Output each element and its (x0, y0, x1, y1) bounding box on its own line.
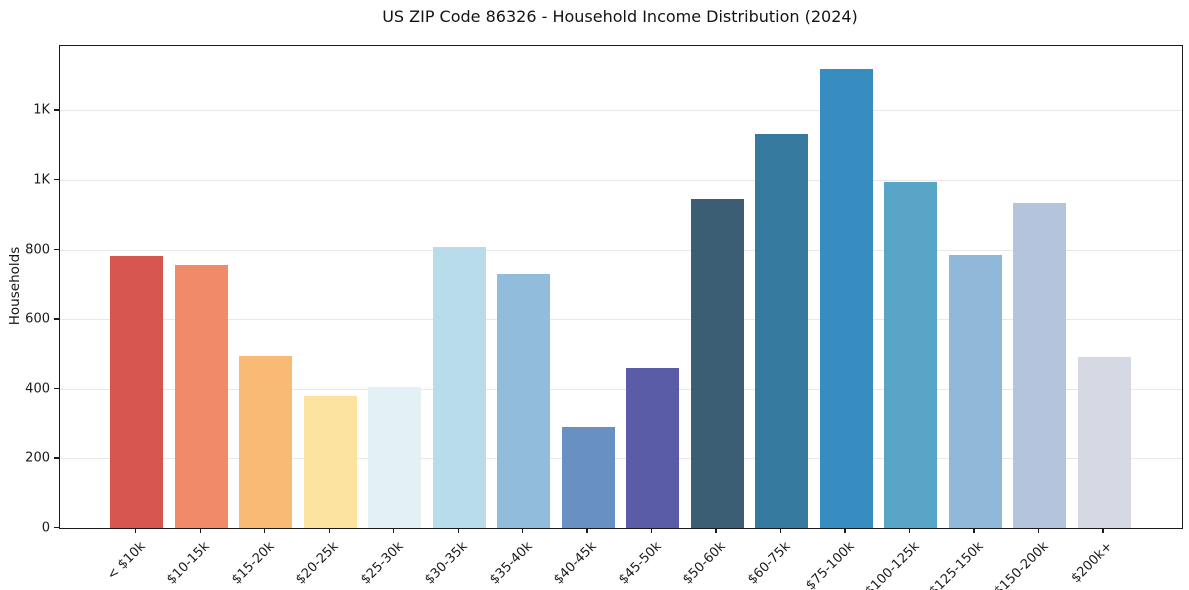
bar-< $10k (110, 255, 164, 528)
y-tick-mark-600 (54, 318, 59, 320)
bar-$25-30k (368, 386, 422, 528)
y-tick-label-400: 400 (25, 381, 50, 397)
gridline-600 (60, 319, 1182, 321)
bar-$15-20k (239, 356, 293, 528)
bar-$10-15k (174, 264, 228, 528)
x-tick-mark-$75-100k (844, 528, 846, 534)
x-tick-mark-$100-125k (908, 528, 911, 534)
x-tick-mark-$60-75k (779, 528, 782, 534)
bar-$50-60k (690, 198, 744, 528)
gridline-800 (60, 249, 1182, 251)
y-tick-label-600: 600 (25, 311, 50, 327)
gridline-400 (60, 388, 1182, 390)
gridline-200 (60, 458, 1182, 460)
chart-title: US ZIP Code 86326 - Household Income Dis… (382, 7, 858, 26)
bar-$45-50k (626, 367, 680, 528)
x-tick-mark-$20-25k (328, 528, 330, 534)
y-tick-label-1200: 1K (33, 102, 50, 118)
x-tick-mark-$125-150k (973, 528, 975, 534)
x-tick-mark-$150-200k (1037, 528, 1040, 534)
x-tick-mark-$50-60k (715, 528, 717, 534)
bar-$100-125k (884, 181, 938, 528)
x-tick-mark-$45-50k (650, 528, 653, 534)
gridline-1000 (60, 179, 1182, 181)
x-tick-mark-$15-20k (264, 528, 266, 534)
bar-$40-45k (561, 426, 615, 528)
x-tick-mark-$30-35k (457, 528, 459, 534)
x-tick-mark-$35-40k (521, 528, 524, 534)
y-tick-label-0: 0 (41, 520, 50, 536)
y-tick-label-1000: 1K (33, 172, 50, 188)
bar-$125-150k (948, 255, 1002, 528)
bar-$75-100k (819, 69, 873, 528)
bar-$60-75k (755, 134, 809, 528)
y-tick-mark-200 (54, 457, 59, 459)
x-tick-mark-$40-45k (586, 528, 588, 534)
bar-$200k+ (1077, 357, 1131, 528)
y-tick-mark-1000 (54, 178, 59, 181)
y-tick-mark-1200 (54, 109, 59, 111)
x-tick-label-< $10k: < $10k (104, 539, 149, 584)
y-tick-mark-400 (54, 387, 59, 390)
y-tick-label-200: 200 (25, 450, 50, 466)
bar-$35-40k (497, 273, 551, 528)
y-tick-label-800: 800 (25, 242, 50, 258)
x-tick-mark-$25-30k (393, 528, 395, 534)
bar-$20-25k (303, 395, 357, 528)
bar-$150-200k (1013, 203, 1067, 528)
x-tick-mark-$10-15k (199, 528, 201, 534)
y-tick-mark-0 (54, 527, 59, 529)
plot-area (59, 45, 1183, 529)
gridline-1200 (60, 110, 1182, 112)
bar-$30-35k (432, 247, 486, 528)
x-tick-mark-$200k+ (1102, 528, 1104, 534)
y-tick-mark-800 (54, 248, 59, 250)
x-tick-mark-< $10k (135, 528, 137, 534)
